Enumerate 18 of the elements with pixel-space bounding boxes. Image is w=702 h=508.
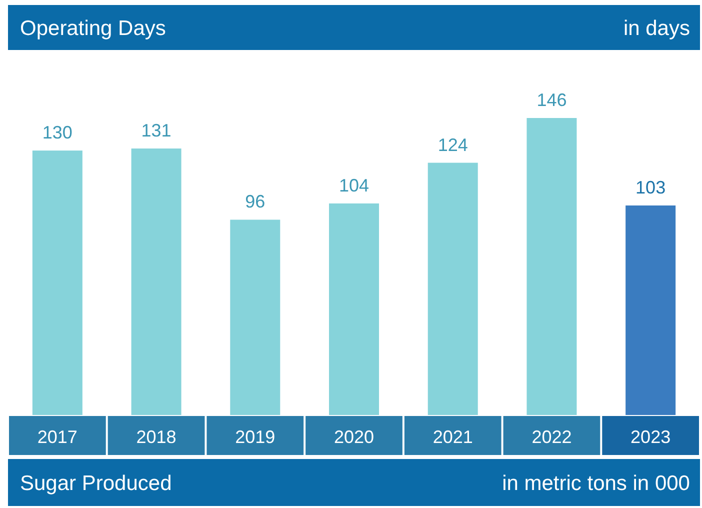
data-label: 146 <box>536 90 567 110</box>
x-tick-label: 2017 <box>37 427 78 447</box>
x-tick-label: 2021 <box>432 427 473 447</box>
chart-title: Operating Days <box>20 17 166 40</box>
data-label: 104 <box>338 175 370 196</box>
x-tick-label: 2019 <box>235 427 276 447</box>
data-label: 131 <box>141 120 172 141</box>
data-label: 96 <box>245 192 266 212</box>
data-label: 103 <box>636 177 666 198</box>
x-tick-label: 2022 <box>532 427 572 447</box>
x-tick-label: 2018 <box>136 427 176 447</box>
data-label: 130 <box>42 122 72 143</box>
y-axis-title: in days <box>623 17 690 40</box>
x-tick-label: 2023 <box>630 427 671 447</box>
x-tick-label: 2020 <box>334 427 374 447</box>
text: Sugar Produced <box>20 472 172 495</box>
data-label: 124 <box>438 134 468 155</box>
text: in metric tons in 000 <box>502 472 690 495</box>
